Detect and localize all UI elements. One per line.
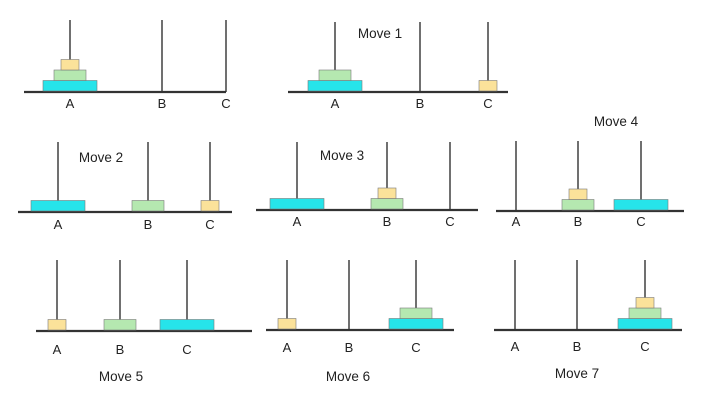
disk-small [377,187,397,199]
peg-b: B [416,22,425,111]
disk-large [269,198,325,210]
peg-label: A [54,217,63,232]
peg-a: A [511,260,520,354]
panel-start: A B C [24,20,231,111]
disk-small [568,188,588,200]
peg-label: C [182,342,191,357]
disk-large [42,80,98,92]
peg-b: B [103,260,137,357]
peg-label: B [383,214,392,229]
disk-medium [131,200,165,212]
move-title: Move 1 [358,26,402,41]
peg-a: A [512,141,521,229]
move-title: Move 3 [320,148,364,163]
disk-small [47,319,67,331]
peg-label: C [445,214,454,229]
disk-large [307,80,363,92]
disk-large [159,319,215,331]
disk-large [617,318,673,330]
peg-a: A [42,20,98,111]
panel-move-1: A B C Move 1 [288,22,508,111]
panel-move-6: A B C Move 6 [266,260,454,384]
peg-label: B [345,340,354,355]
disk-small [200,200,220,212]
disk-large [613,199,669,211]
peg-label: C [640,339,649,354]
panel-move-4: A B C Move 4 [496,114,684,229]
peg-label: A [53,342,62,357]
peg-label: C [636,214,645,229]
disk-medium [318,69,352,81]
peg-c: C [613,141,669,229]
peg-label: A [66,96,75,111]
peg-c: C [388,260,444,355]
disk-large [30,200,86,212]
panel-move-5: A B C Move 5 [36,260,252,384]
peg-c: C [200,142,220,232]
disk-medium [370,198,404,210]
disk-small [635,297,655,309]
peg-label: A [511,339,520,354]
peg-c: C [221,20,231,111]
peg-a: A [277,260,297,355]
peg-b: B [573,260,582,354]
panel-move-3: A B C Move 3 [256,142,478,229]
peg-c: C [159,260,215,357]
peg-label: C [221,96,230,111]
peg-a: A [47,260,67,357]
move-title: Move 5 [99,369,143,384]
peg-label: A [293,214,302,229]
disk-large [388,318,444,330]
panel-move-2: A B C Move 2 [18,142,232,232]
peg-label: A [331,96,340,111]
peg-label: C [205,217,214,232]
peg-b: B [131,142,165,232]
move-title: Move 4 [594,114,639,129]
move-title: Move 6 [326,369,370,384]
disk-small [60,59,80,71]
peg-label: C [483,96,492,111]
disk-medium [561,199,595,211]
peg-a: A [269,142,325,229]
disk-medium [399,307,433,319]
peg-a: A [30,142,86,232]
peg-label: B [144,217,153,232]
disk-medium [53,69,87,81]
peg-label: B [116,342,125,357]
peg-label: A [512,214,521,229]
move-title: Move 2 [79,150,123,165]
move-title: Move 7 [555,366,599,381]
peg-c: C [478,22,498,111]
peg-a: A [307,22,363,111]
peg-c: C [445,142,455,229]
disk-small [277,318,297,330]
peg-label: C [411,340,420,355]
peg-label: B [574,214,583,229]
peg-label: B [416,96,425,111]
peg-label: B [158,96,167,111]
peg-label: B [573,339,582,354]
peg-b: B [561,141,595,229]
disk-medium [103,319,137,331]
peg-b: B [345,260,354,355]
disk-medium [628,307,662,319]
disk-small [478,80,498,92]
panel-move-7: A B C Move 7 [494,260,682,381]
peg-b: B [158,20,167,111]
peg-label: A [283,340,292,355]
peg-b: B [370,142,404,229]
peg-c: C [617,260,673,354]
